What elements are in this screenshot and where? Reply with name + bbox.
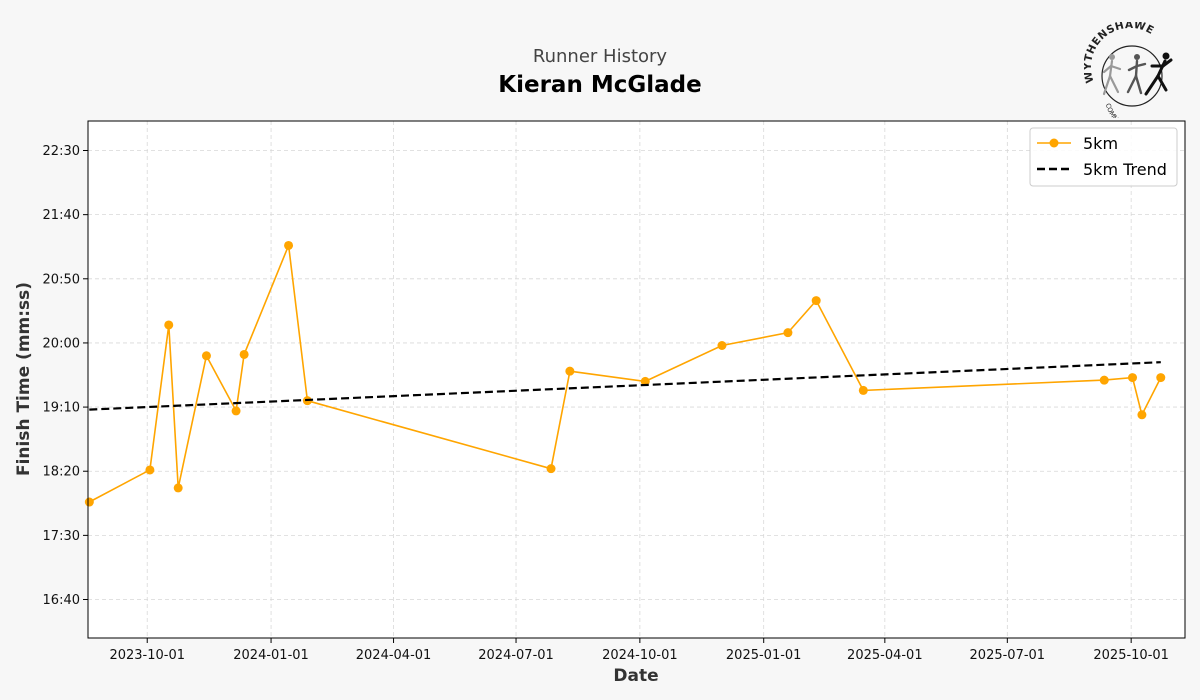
y-tick-label: 17:30 (43, 529, 80, 544)
data-point[interactable] (201, 351, 211, 361)
data-point[interactable] (1099, 375, 1109, 385)
axes: 2023-10-01 2024-01-01 2024-04-01 2024-07-01… (43, 144, 1169, 663)
data-point[interactable] (164, 320, 174, 330)
y-axis-title: Finish Time (mm:ss) (14, 282, 34, 476)
y-tick-label: 16:40 (43, 593, 80, 608)
y-tick-label: 21:40 (43, 208, 80, 223)
data-point[interactable] (173, 483, 183, 493)
chart-title: Kieran McGlade (498, 72, 702, 98)
grid (88, 121, 1185, 638)
data-point[interactable] (231, 406, 241, 416)
data-point[interactable] (640, 376, 650, 386)
series-line-1 (89, 361, 1161, 411)
x-tick-label: 2023-10-01 (109, 648, 185, 663)
x-tick-label: 2025-07-01 (970, 648, 1046, 663)
data-point[interactable] (239, 349, 249, 359)
legend-label: 5km Trend (1083, 160, 1167, 179)
data-point[interactable] (858, 385, 868, 395)
wythenshawe-logo: WYTHENSHAWE COMMUNITY RUN (1084, 22, 1173, 118)
x-tick-label: 2024-01-01 (233, 648, 309, 663)
x-tick-label: 2024-07-01 (478, 648, 554, 663)
plot-frame (87, 120, 1186, 639)
y-tick-label: 20:50 (43, 272, 80, 287)
data-point[interactable] (783, 328, 793, 338)
data-point[interactable] (811, 296, 821, 306)
y-tick-label: 22:30 (43, 144, 80, 159)
runner-light (1102, 54, 1122, 96)
legend: 5km 5km Trend (1029, 127, 1178, 187)
data-point[interactable] (1128, 373, 1138, 383)
data-point[interactable] (565, 366, 575, 376)
runner-dark (1144, 52, 1173, 96)
series (84, 240, 1166, 507)
data-point[interactable] (546, 464, 556, 474)
runner-mid (1126, 54, 1147, 95)
data-point[interactable] (717, 341, 727, 351)
x-tick-label: 2024-10-01 (602, 648, 678, 663)
y-tick-label: 19:10 (43, 401, 80, 416)
x-tick-label: 2025-10-01 (1093, 648, 1169, 663)
y-tick-label: 18:20 (43, 465, 80, 480)
x-tick-label: 2025-01-01 (726, 648, 802, 663)
legend-marker (1049, 138, 1059, 148)
series-line-0 (88, 242, 1162, 503)
x-tick-label: 2025-04-01 (847, 648, 923, 663)
legend-label: 5km (1083, 134, 1118, 153)
x-axis-title: Date (613, 666, 658, 686)
data-point[interactable] (145, 465, 155, 475)
y-tick-label: 20:00 (43, 336, 80, 351)
data-point[interactable] (1156, 373, 1166, 383)
data-point[interactable] (1137, 410, 1147, 420)
x-tick-label: 2024-04-01 (356, 648, 432, 663)
chart-subtitle: Runner History (532, 46, 668, 67)
data-point[interactable] (284, 240, 294, 250)
data-point[interactable] (84, 497, 94, 507)
